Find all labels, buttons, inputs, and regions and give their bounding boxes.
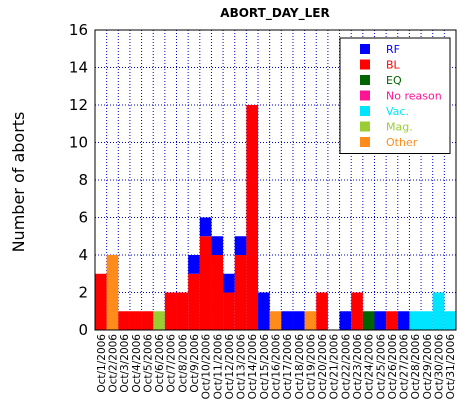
plot-frame [94, 29, 457, 331]
legend-swatch [360, 106, 370, 116]
legend-swatch [360, 121, 370, 132]
bar-segment [129, 311, 142, 330]
legend-label: Other [386, 136, 418, 149]
bar-segment [292, 311, 305, 330]
x-tick-label: Oct/20/2006 [317, 334, 329, 400]
x-tick-label: Oct/4/2006 [131, 334, 143, 393]
x-tick-label: Oct/6/2006 [154, 334, 166, 393]
bar-segment [234, 236, 247, 255]
x-tick-label: Oct/25/2006 [375, 334, 387, 400]
legend: RF BL EQ No reason Vac. Mag. Other [339, 37, 451, 154]
x-tick-label: Oct/30/2006 [434, 334, 446, 400]
bar-segment [234, 255, 247, 330]
bar-segment [106, 255, 119, 330]
x-tick-label: Oct/14/2006 [247, 334, 259, 400]
bar-segment [199, 236, 212, 330]
bar-segment [351, 292, 363, 330]
legend-swatch [360, 75, 370, 85]
bar-segment [176, 292, 189, 330]
x-tick-label: Oct/8/2006 [177, 334, 189, 393]
x-tick-label: Oct/13/2006 [236, 334, 248, 400]
bar-segment [281, 311, 293, 330]
bar-segment [223, 273, 235, 293]
legend-label: RF [386, 43, 400, 56]
x-tick-label: Oct/21/2006 [329, 334, 341, 400]
bar-segment [304, 311, 317, 330]
legend-label: Mag. [386, 121, 413, 134]
y-tick-label: 0 [78, 321, 88, 339]
x-tick-label: Oct/19/2006 [305, 334, 317, 400]
x-tick-label: Oct/28/2006 [410, 334, 422, 400]
bar-segment [316, 292, 328, 330]
x-tick-label: Oct/5/2006 [142, 334, 154, 393]
bar-segment [223, 292, 235, 330]
x-tick-label: Oct/18/2006 [294, 334, 306, 400]
x-tick-label: Oct/23/2006 [352, 334, 364, 400]
y-tick-label: 2 [78, 284, 88, 302]
bar-segment [153, 311, 165, 330]
bar-segment [211, 236, 224, 255]
bar-segment [444, 311, 456, 330]
y-tick-label: 10 [69, 134, 88, 152]
legend-swatch [360, 137, 370, 147]
legend-swatch [360, 44, 370, 54]
bar-segment [397, 311, 410, 330]
y-tick-label: 8 [78, 171, 88, 189]
bar-segment [95, 273, 107, 330]
bar-segment [374, 311, 387, 330]
y-tick-label: 4 [78, 246, 88, 264]
bar-segment [386, 311, 398, 330]
y-tick-label: 14 [69, 59, 88, 77]
chart-title: ABORT_DAY_LER [220, 6, 329, 21]
legend-box [339, 37, 451, 154]
x-tick-label: Oct/7/2006 [166, 334, 178, 393]
bar-segment [432, 292, 445, 330]
y-tick-label: 12 [69, 96, 88, 114]
bar-segment [188, 255, 200, 274]
bar-segment [211, 255, 224, 330]
bar-segment [246, 105, 259, 330]
legend-label: No reason [386, 90, 442, 103]
bar-segment [199, 217, 212, 237]
x-tick-label: Oct/15/2006 [259, 334, 271, 400]
x-tick-label: Oct/11/2006 [212, 334, 224, 400]
legend-swatch [360, 59, 370, 70]
x-tick-label: Oct/24/2006 [364, 334, 376, 400]
x-tick-label: Oct/29/2006 [422, 334, 434, 400]
x-tick-label: Oct/22/2006 [340, 334, 352, 400]
bar-segment [421, 311, 433, 330]
x-tick-label: Oct/9/2006 [189, 334, 201, 393]
bar-segment [269, 311, 282, 330]
bar-segment [258, 292, 270, 330]
legend-label: EQ [386, 74, 402, 87]
bar-segment [339, 311, 352, 330]
legend-swatch [360, 90, 370, 101]
y-tick-label: 6 [78, 209, 88, 227]
x-tick-label: Oct/2/2006 [107, 334, 119, 393]
x-tick-label: Oct/12/2006 [224, 334, 236, 400]
x-tick-label: Oct/3/2006 [119, 334, 131, 393]
x-tick-label: Oct/16/2006 [271, 334, 283, 400]
bar-segment [362, 311, 375, 330]
x-tick-label: Oct/17/2006 [282, 334, 294, 400]
x-tick-labels: Oct/1/2006 Oct/2/2006 Oct/3/2006 Oct/4/2006… [96, 334, 457, 400]
x-tick-label: Oct/1/2006 [96, 334, 108, 393]
bar-segment [141, 311, 154, 330]
bars-layer [95, 105, 456, 330]
x-tick-label: Oct/31/2006 [445, 334, 457, 400]
legend-label: Vac. [386, 105, 409, 118]
bar-segment [188, 273, 200, 330]
bar-segment [118, 311, 130, 330]
y-axis-label: Number of aborts [9, 112, 28, 253]
y-tick-labels: 0 2 4 6 8 10 12 14 16 [69, 21, 88, 339]
bar-segment [164, 292, 177, 330]
bar-segment [409, 311, 422, 330]
x-tick-label: Oct/10/2006 [201, 334, 213, 400]
legend-label: BL [386, 59, 401, 72]
x-tick-label: Oct/27/2006 [399, 334, 411, 400]
y-tick-label: 16 [69, 21, 88, 39]
x-tick-label: Oct/26/2006 [387, 334, 399, 400]
